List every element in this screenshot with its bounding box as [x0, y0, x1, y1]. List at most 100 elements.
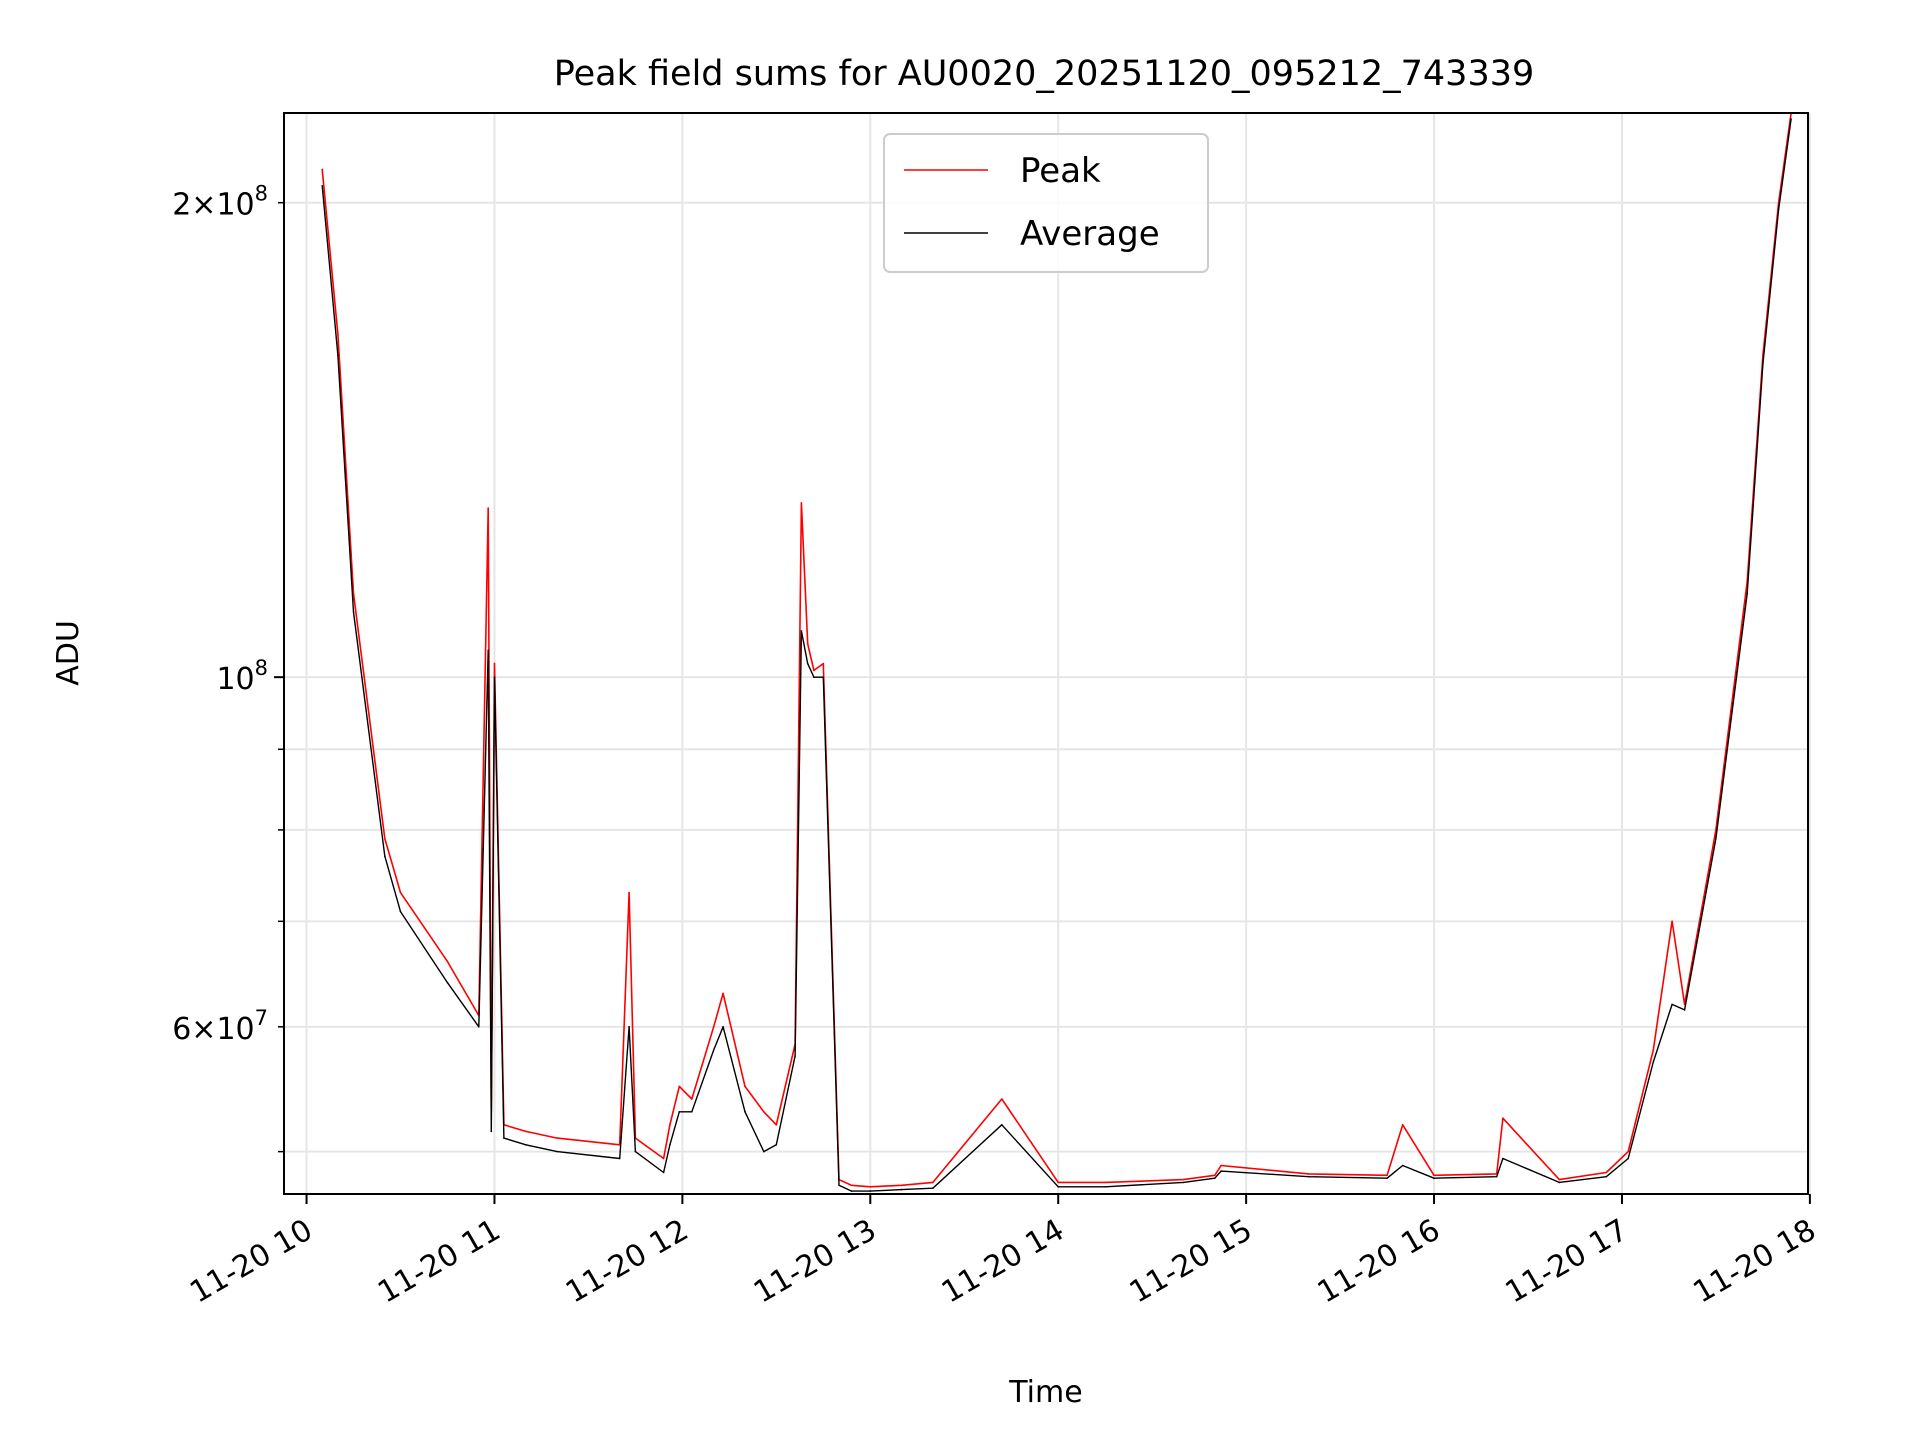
data-point-peak: [712, 1026, 715, 1028]
data-point-average: [775, 1144, 778, 1146]
data-point-peak: [932, 1181, 934, 1184]
data-point-average: [618, 1157, 621, 1160]
data-point-average: [691, 1111, 693, 1113]
data-point-peak: [763, 1111, 765, 1113]
data-point-peak: [487, 507, 490, 510]
data-point-average: [503, 1137, 505, 1139]
data-point-peak: [337, 333, 339, 336]
data-point-average: [678, 1111, 681, 1113]
data-point-average: [487, 649, 490, 652]
data-point-average: [1001, 1124, 1003, 1126]
data-point-peak: [800, 502, 803, 504]
legend-label-peak: Peak: [1020, 151, 1101, 191]
data-point-average: [399, 910, 402, 913]
data-point-peak: [493, 662, 496, 665]
data-point-average: [1605, 1175, 1608, 1178]
data-point-average: [1182, 1181, 1185, 1184]
data-point-average: [1057, 1186, 1059, 1188]
plot-frame: [283, 112, 1809, 1195]
data-point-average: [806, 662, 809, 665]
data-point-peak: [744, 1085, 746, 1088]
data-point-average: [1777, 208, 1780, 211]
data-point-peak: [1605, 1171, 1608, 1174]
data-point-peak: [1558, 1178, 1561, 1181]
data-point-average: [337, 354, 339, 357]
data-point-average: [1558, 1181, 1561, 1184]
data-point-average: [1762, 363, 1764, 365]
data-point-peak: [1308, 1173, 1310, 1175]
data-point-average: [1220, 1170, 1222, 1172]
data-point-peak: [1182, 1178, 1185, 1181]
data-point-peak: [869, 1186, 872, 1188]
data-point-peak: [1401, 1124, 1404, 1126]
data-point-peak: [822, 662, 825, 665]
data-point-peak: [1502, 1117, 1504, 1119]
series-line-average: [321, 118, 1792, 1192]
y-tick-mantissa: 6: [172, 1012, 191, 1047]
data-point-average: [794, 1055, 796, 1057]
data-point-average: [822, 676, 825, 678]
y-tick-label: 6×107: [172, 1006, 268, 1047]
data-point-peak: [669, 1124, 671, 1126]
data-point-peak: [1386, 1174, 1388, 1177]
y-tick-base: 10: [216, 662, 254, 697]
data-point-average: [662, 1171, 665, 1174]
data-point-peak: [321, 168, 324, 171]
data-point-average: [628, 1026, 630, 1028]
data-point-peak: [1652, 1049, 1655, 1051]
data-point-average: [763, 1150, 765, 1153]
y-tick-exponent: 8: [255, 656, 268, 680]
y-tick-base: 10: [216, 1012, 254, 1047]
series-layer: [321, 113, 1792, 1192]
y-tick-label: 2×108: [172, 182, 268, 223]
data-point-average: [932, 1187, 934, 1189]
data-point-average: [1502, 1157, 1504, 1160]
data-point-average: [384, 855, 386, 857]
data-point-peak: [399, 891, 402, 894]
y-tick-label: 108: [216, 656, 268, 697]
data-point-average: [321, 185, 324, 187]
y-tick-times: ×: [191, 188, 216, 223]
data-point-average: [850, 1190, 853, 1192]
data-point-peak: [1001, 1098, 1003, 1100]
data-point-average: [813, 676, 815, 678]
data-point-average: [493, 676, 496, 678]
data-point-peak: [1104, 1181, 1106, 1184]
data-point-peak: [691, 1098, 693, 1100]
data-point-average: [1214, 1177, 1216, 1179]
y-tick-mantissa: 2: [172, 188, 191, 223]
data-point-peak: [525, 1130, 527, 1133]
data-point-average: [900, 1188, 903, 1191]
data-point-average: [838, 1184, 840, 1187]
y-tick-exponent: 7: [255, 1006, 268, 1030]
data-point-average: [1386, 1177, 1388, 1179]
y-tick-exponent: 8: [255, 182, 268, 206]
data-point-average: [1104, 1186, 1106, 1188]
data-point-average: [722, 1026, 724, 1028]
data-point-peak: [662, 1157, 665, 1160]
y-axis-label: ADU: [51, 620, 86, 686]
data-point-average: [525, 1144, 527, 1146]
data-point-peak: [1433, 1174, 1435, 1177]
legend-box: [883, 133, 1209, 273]
data-point-average: [744, 1111, 746, 1113]
data-point-average: [352, 611, 355, 613]
data-point-average: [712, 1049, 715, 1051]
data-point-average: [1671, 1003, 1673, 1006]
legend-label-average: Average: [1020, 214, 1160, 254]
data-point-average: [634, 1150, 637, 1153]
data-point-peak: [1057, 1181, 1059, 1184]
data-point-average: [478, 1026, 480, 1028]
data-point-peak: [384, 837, 386, 840]
data-point-average: [1790, 118, 1792, 120]
data-point-average: [556, 1150, 558, 1153]
chart-title: Peak field sums for AU0020_20251120_0952…: [554, 54, 1535, 94]
data-point-average: [446, 981, 449, 984]
data-point-average: [869, 1190, 872, 1192]
data-point-peak: [1220, 1164, 1222, 1167]
legend: Peak Average: [883, 133, 1209, 273]
data-point-peak: [1671, 920, 1673, 923]
data-point-peak: [1627, 1150, 1629, 1153]
x-axis-label: Time: [1008, 1375, 1082, 1410]
data-point-peak: [806, 643, 809, 645]
